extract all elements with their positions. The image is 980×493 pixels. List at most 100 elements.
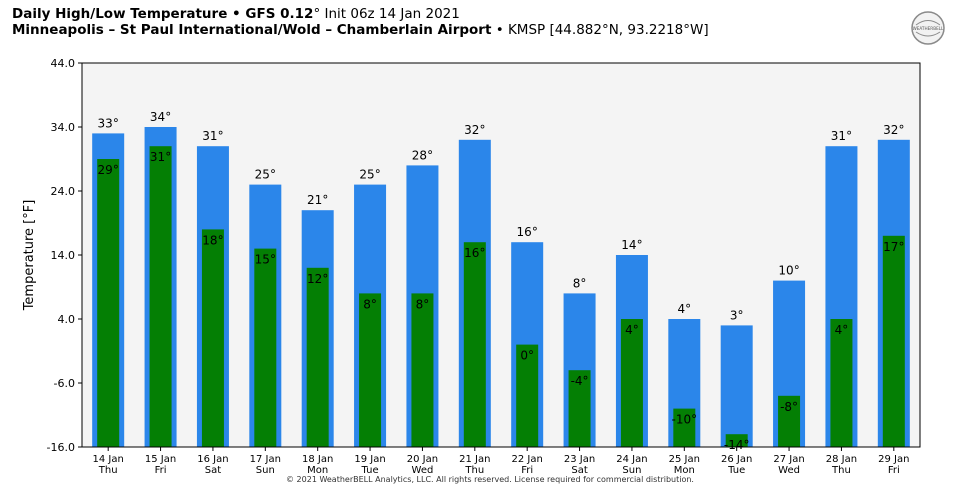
low-temp-bar [149,146,172,447]
low-temp-bar [673,408,696,447]
x-tick-date: 14 Jan [93,454,124,465]
svg-text:WEATHERBELL: WEATHERBELL [913,26,944,31]
high-temp-label: 10° [778,264,799,278]
x-tick-day: Tue [361,465,379,476]
high-temp-label: 31° [202,129,223,143]
low-temp-bar [254,248,277,447]
low-temp-bar [201,229,224,447]
y-tick-label: -16.0 [47,441,75,454]
low-temp-label: 4° [625,323,639,337]
y-tick-label: -6.0 [54,377,75,390]
y-tick-label: 14.0 [51,249,76,262]
high-temp-label: 16° [517,225,538,239]
x-tick-date: 16 Jan [197,454,228,465]
x-tick-date: 20 Jan [407,454,438,465]
title-separator: • [227,6,246,22]
low-temp-label: -10° [672,413,698,427]
x-tick-date: 27 Jan [773,454,804,465]
high-temp-label: 31° [831,129,852,143]
x-tick-day: Tue [727,465,745,476]
low-temp-label: 12° [307,272,328,286]
x-tick-day: Sun [256,465,275,476]
high-temp-label: 21° [307,193,328,207]
location-name: Minneapolis – St Paul International/Wold… [12,22,492,38]
low-temp-label: 15° [255,253,276,267]
plot-frame [81,62,921,448]
x-tick-date: 21 Jan [459,454,490,465]
low-temp-label: 0° [520,349,534,363]
x-tick-date: 19 Jan [354,454,385,465]
chart-title: Daily High/Low Temperature • GFS 0.12° I… [12,6,460,22]
low-temp-bar [830,319,853,447]
low-temp-label: 8° [416,297,430,311]
high-temp-label: 14° [621,238,642,252]
x-tick-date: 23 Jan [564,454,595,465]
y-tick-label: 34.0 [51,121,76,134]
low-temp-bar [620,319,643,447]
subtitle-separator: • [491,22,508,38]
init-time: Init 06z 14 Jan 2021 [320,6,460,22]
x-tick-day: Wed [412,465,434,476]
high-temp-label: 34° [150,110,171,124]
x-tick-day: Mon [674,465,695,476]
x-tick-day: Fri [521,465,533,476]
low-temp-label: 8° [363,297,377,311]
high-temp-label: 8° [573,276,587,290]
high-temp-label: 4° [677,302,691,316]
y-tick-label: 24.0 [51,185,76,198]
low-temp-label: -4° [571,374,589,388]
high-temp-label: 32° [464,123,485,137]
model-name: GFS 0.12 [245,6,314,22]
low-temp-bar [97,159,120,447]
low-temp-label: 29° [98,163,119,177]
chart-subtitle: Minneapolis – St Paul International/Wold… [12,22,709,38]
x-tick-day: Sat [571,465,587,476]
y-tick-label: 44.0 [51,57,76,70]
x-tick-date: 18 Jan [302,454,333,465]
high-temp-label: 25° [359,168,380,182]
low-temp-bar [778,395,801,447]
y-axis-label: Temperature [°F] [22,200,37,312]
x-tick-day: Sat [205,465,221,476]
high-temp-label: 28° [412,148,433,162]
high-temp-label: 32° [883,123,904,137]
low-temp-bar [359,293,382,447]
x-tick-day: Thu [98,465,118,476]
low-temp-bar [463,242,486,447]
x-tick-day: Thu [831,465,851,476]
high-temp-label: 25° [255,168,276,182]
low-temp-bar [568,370,591,447]
x-tick-day: Fri [888,465,900,476]
x-tick-date: 24 Jan [616,454,647,465]
low-temp-bar [411,293,434,447]
x-tick-day: Wed [778,465,800,476]
low-temp-label: -8° [780,400,798,414]
low-temp-bar [306,267,329,447]
weatherbell-logo: WEATHERBELL [910,10,946,46]
low-temp-label: 18° [202,233,223,247]
high-temp-label: 3° [730,308,744,322]
low-temp-bar [516,344,539,447]
low-temp-label: 4° [835,323,849,337]
low-temp-label: -14° [724,438,750,452]
x-tick-day: Sun [622,465,641,476]
x-tick-date: 25 Jan [669,454,700,465]
x-tick-date: 22 Jan [512,454,543,465]
model-degree: ° [313,6,321,22]
x-tick-date: 28 Jan [826,454,857,465]
low-temp-label: 31° [150,150,171,164]
y-tick-label: 4.0 [58,313,76,326]
x-tick-date: 29 Jan [878,454,909,465]
low-temp-label: 16° [464,246,485,260]
low-temp-bar [882,235,905,447]
high-temp-label: 33° [98,116,119,130]
copyright-text: © 2021 WeatherBELL Analytics, LLC. All r… [286,475,694,484]
station-info: KMSP [44.882°N, 93.2218°W] [507,22,709,38]
low-temp-bar [725,434,748,447]
x-tick-day: Thu [464,465,484,476]
x-tick-date: 26 Jan [721,454,752,465]
x-tick-day: Fri [155,465,167,476]
x-tick-date: 15 Jan [145,454,176,465]
title-main: Daily High/Low Temperature [12,6,228,22]
